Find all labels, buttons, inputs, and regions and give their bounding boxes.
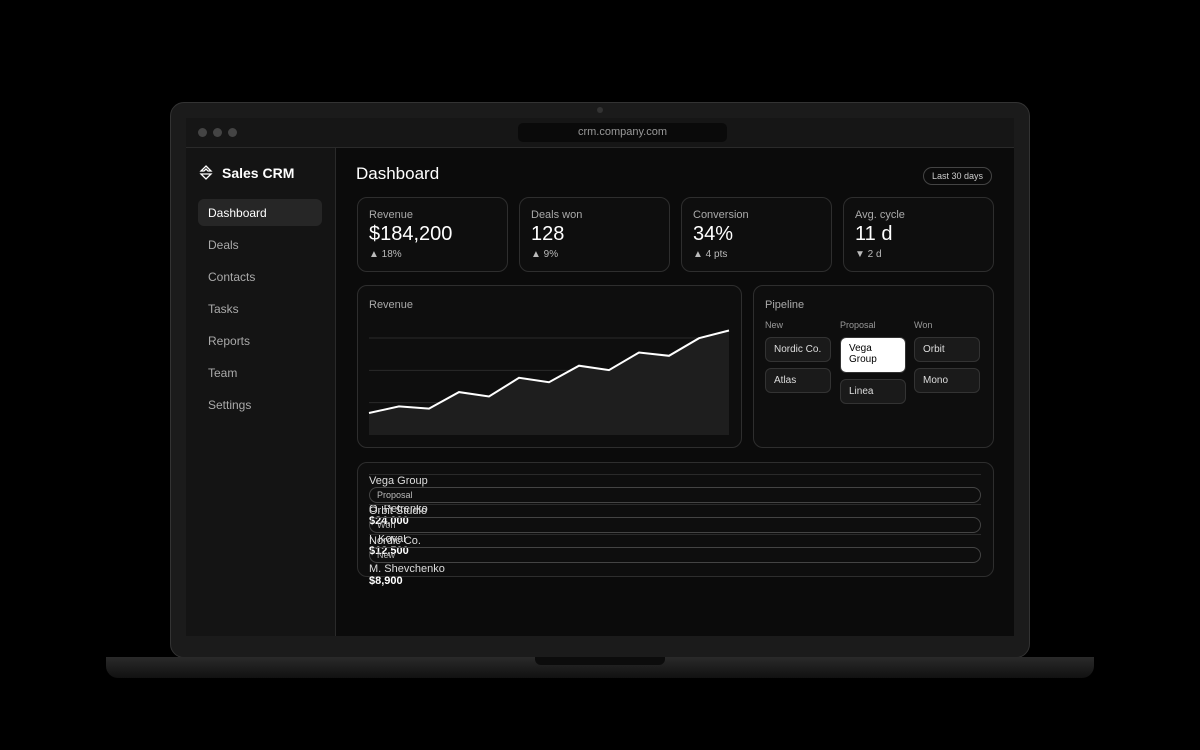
nav-item[interactable]: Deals xyxy=(208,238,239,252)
table-row[interactable]: Vega Group Proposal O. Petrenko $24,000 xyxy=(369,474,981,527)
brand: Sales CRM xyxy=(222,165,295,181)
deal-owner: O. Petrenko xyxy=(369,503,428,515)
deal-amount: $24,000 xyxy=(369,515,409,527)
window-dot xyxy=(228,128,237,137)
pipeline-card[interactable]: Nordic Co. xyxy=(765,337,831,362)
date-range[interactable]: Last 30 days xyxy=(923,167,993,185)
kpi-value: $184,200 xyxy=(369,223,453,245)
sidebar xyxy=(186,148,336,636)
kpi-card xyxy=(843,197,994,272)
deal-status: Won xyxy=(369,517,981,533)
pipeline-column: Proposal xyxy=(840,320,876,330)
nav-item[interactable]: Team xyxy=(208,366,238,380)
url-bar[interactable]: crm.company.com xyxy=(518,123,727,142)
pipeline-card[interactable]: Atlas xyxy=(765,368,831,393)
pipeline-column: New xyxy=(765,320,784,330)
deal-name: Vega Group xyxy=(369,475,428,487)
deal-status: Proposal xyxy=(369,487,981,503)
nav-item[interactable]: Dashboard xyxy=(198,199,322,226)
kpi-value: 11 d xyxy=(855,223,893,245)
kpi-change: ▲ 9% xyxy=(531,249,559,260)
deal-amount: $8,900 xyxy=(369,575,403,587)
table-row[interactable]: Orbit Studio Won I. Koval $12,500 xyxy=(369,504,981,557)
kpi-card xyxy=(681,197,832,272)
pipeline-title: Pipeline xyxy=(765,299,805,311)
nav-item[interactable]: Tasks xyxy=(208,302,239,316)
window-dot xyxy=(213,128,222,137)
pipeline-card[interactable]: Orbit xyxy=(914,337,980,362)
deal-name: Orbit Studio xyxy=(369,505,428,517)
chart-title: Revenue xyxy=(369,299,414,311)
page-title: Dashboard xyxy=(356,164,440,183)
deal-status: New xyxy=(369,547,981,563)
deal-name: Nordic Co. xyxy=(369,535,421,547)
kpi-change: ▲ 4 pts xyxy=(693,249,728,260)
kpi-value: 34% xyxy=(693,223,734,245)
nav-item[interactable]: Contacts xyxy=(208,270,256,284)
kpi-change: ▲ 18% xyxy=(369,249,402,260)
deal-amount: $12,500 xyxy=(369,545,409,557)
kpi-change: ▼ 2 d xyxy=(855,249,882,260)
camera xyxy=(597,107,603,113)
laptop-notch xyxy=(535,657,665,665)
kpi-label: Avg. cycle xyxy=(855,209,905,221)
kpi-label: Revenue xyxy=(369,209,414,221)
kpi-label: Conversion xyxy=(693,209,749,221)
table-row[interactable]: Nordic Co. New M. Shevchenko $8,900 xyxy=(369,534,981,587)
deals-table xyxy=(357,462,994,577)
brand-icon xyxy=(199,165,213,180)
laptop-base xyxy=(106,657,1094,678)
kpi-card xyxy=(357,197,508,272)
deal-owner: M. Shevchenko xyxy=(369,563,445,575)
pipeline-card[interactable]: Mono xyxy=(914,368,980,393)
kpi-label: Deals won xyxy=(531,209,583,221)
kpi-card xyxy=(519,197,670,272)
window-dot xyxy=(198,128,207,137)
deal-owner: I. Koval xyxy=(369,533,406,545)
nav-item[interactable]: Reports xyxy=(208,334,251,348)
nav-item[interactable]: Settings xyxy=(208,398,252,412)
line xyxy=(368,329,730,414)
pipeline-card[interactable]: Vega Group xyxy=(840,337,906,373)
kpi-value: 128 xyxy=(531,223,565,245)
pipeline-column: Won xyxy=(914,320,933,330)
pipeline-card[interactable]: Linea xyxy=(840,379,906,404)
